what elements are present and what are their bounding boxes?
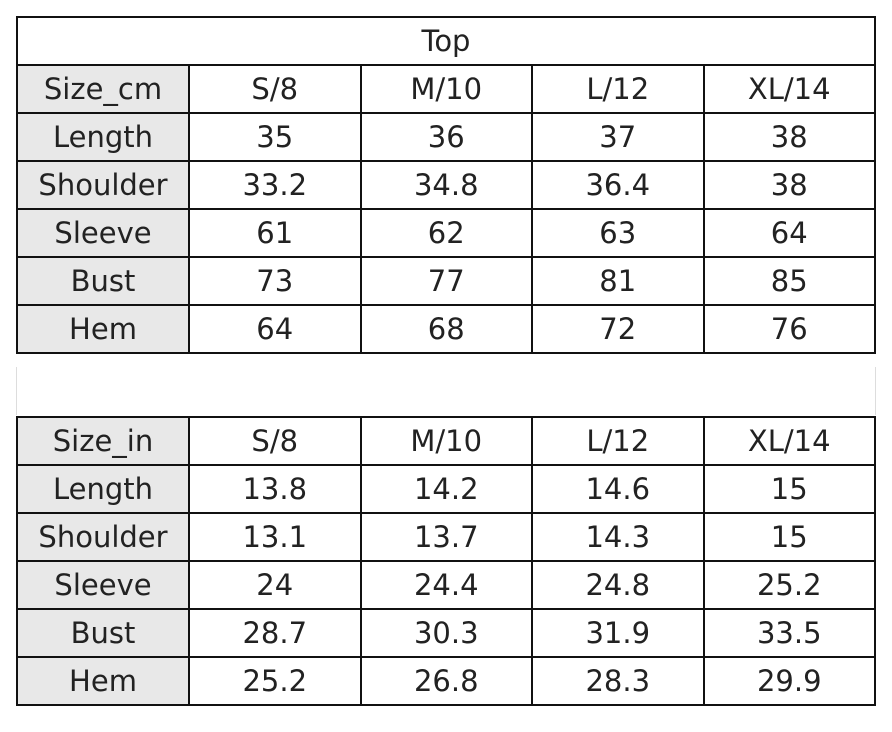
measure-value: 85	[702, 256, 876, 306]
measure-value: 28.3	[531, 656, 705, 706]
measure-label: Hem	[16, 304, 190, 354]
measure-value: 61	[188, 208, 362, 258]
measure-value: 38	[702, 160, 876, 210]
measure-value: 24.8	[531, 560, 705, 610]
size-table-cm: Top Size_cm S/8 M/10 L/12 XL/14 Length 35 36 37 3…	[16, 16, 876, 354]
size-header: S/8	[188, 64, 362, 114]
measure-value: 36	[359, 112, 533, 162]
measure-label: Sleeve	[16, 560, 190, 610]
measure-row: Bust 28.7 30.3 31.9 33.5	[16, 608, 876, 658]
measure-row: Shoulder 33.2 34.8 36.4 38	[16, 160, 876, 210]
measure-row: Hem 64 68 72 76	[16, 304, 876, 354]
measure-value: 62	[359, 208, 533, 258]
measure-value: 35	[188, 112, 362, 162]
measure-label: Length	[16, 112, 190, 162]
measure-value: 38	[702, 112, 876, 162]
size-header: S/8	[188, 416, 362, 466]
size-table-in: Size_in S/8 M/10 L/12 XL/14 Length 13.8 14.2 14.…	[16, 416, 876, 706]
measure-value: 28.7	[188, 608, 362, 658]
measure-value: 14.6	[531, 464, 705, 514]
size-header: L/12	[531, 416, 705, 466]
measure-label: Length	[16, 464, 190, 514]
header-row: Size_in S/8 M/10 L/12 XL/14	[16, 416, 876, 466]
size-header: XL/14	[702, 64, 876, 114]
measure-value: 13.7	[359, 512, 533, 562]
measure-value: 77	[359, 256, 533, 306]
measure-value: 14.3	[531, 512, 705, 562]
measure-value: 37	[531, 112, 705, 162]
table-title: Top	[16, 16, 876, 66]
measure-row: Shoulder 13.1 13.7 14.3 15	[16, 512, 876, 562]
measure-value: 24	[188, 560, 362, 610]
measure-value: 76	[702, 304, 876, 354]
measure-row: Bust 73 77 81 85	[16, 256, 876, 306]
spacer	[16, 367, 876, 415]
measure-value: 15	[702, 464, 876, 514]
measure-value: 36.4	[531, 160, 705, 210]
measure-row: Sleeve 61 62 63 64	[16, 208, 876, 258]
measure-value: 24.4	[359, 560, 533, 610]
measure-value: 33.2	[188, 160, 362, 210]
measure-value: 72	[531, 304, 705, 354]
measure-value: 33.5	[702, 608, 876, 658]
measure-row: Hem 25.2 26.8 28.3 29.9	[16, 656, 876, 706]
measure-value: 25.2	[702, 560, 876, 610]
measure-label: Hem	[16, 656, 190, 706]
measure-value: 73	[188, 256, 362, 306]
unit-label: Size_in	[16, 416, 190, 466]
measure-value: 81	[531, 256, 705, 306]
measure-value: 68	[359, 304, 533, 354]
measure-value: 29.9	[702, 656, 876, 706]
measure-value: 30.3	[359, 608, 533, 658]
size-header: M/10	[359, 416, 533, 466]
measure-row: Length 35 36 37 38	[16, 112, 876, 162]
title-row: Top	[16, 16, 876, 66]
unit-label: Size_cm	[16, 64, 190, 114]
measure-value: 14.2	[359, 464, 533, 514]
size-header: XL/14	[702, 416, 876, 466]
measure-label: Shoulder	[16, 512, 190, 562]
measure-value: 64	[702, 208, 876, 258]
measure-label: Shoulder	[16, 160, 190, 210]
measure-value: 31.9	[531, 608, 705, 658]
measure-row: Sleeve 24 24.4 24.8 25.2	[16, 560, 876, 610]
measure-label: Sleeve	[16, 208, 190, 258]
measure-label: Bust	[16, 256, 190, 306]
measure-label: Bust	[16, 608, 190, 658]
measure-row: Length 13.8 14.2 14.6 15	[16, 464, 876, 514]
header-row: Size_cm S/8 M/10 L/12 XL/14	[16, 64, 876, 114]
size-header: L/12	[531, 64, 705, 114]
measure-value: 13.8	[188, 464, 362, 514]
measure-value: 34.8	[359, 160, 533, 210]
measure-value: 63	[531, 208, 705, 258]
size-header: M/10	[359, 64, 533, 114]
measure-value: 25.2	[188, 656, 362, 706]
measure-value: 26.8	[359, 656, 533, 706]
measure-value: 64	[188, 304, 362, 354]
measure-value: 13.1	[188, 512, 362, 562]
measure-value: 15	[702, 512, 876, 562]
